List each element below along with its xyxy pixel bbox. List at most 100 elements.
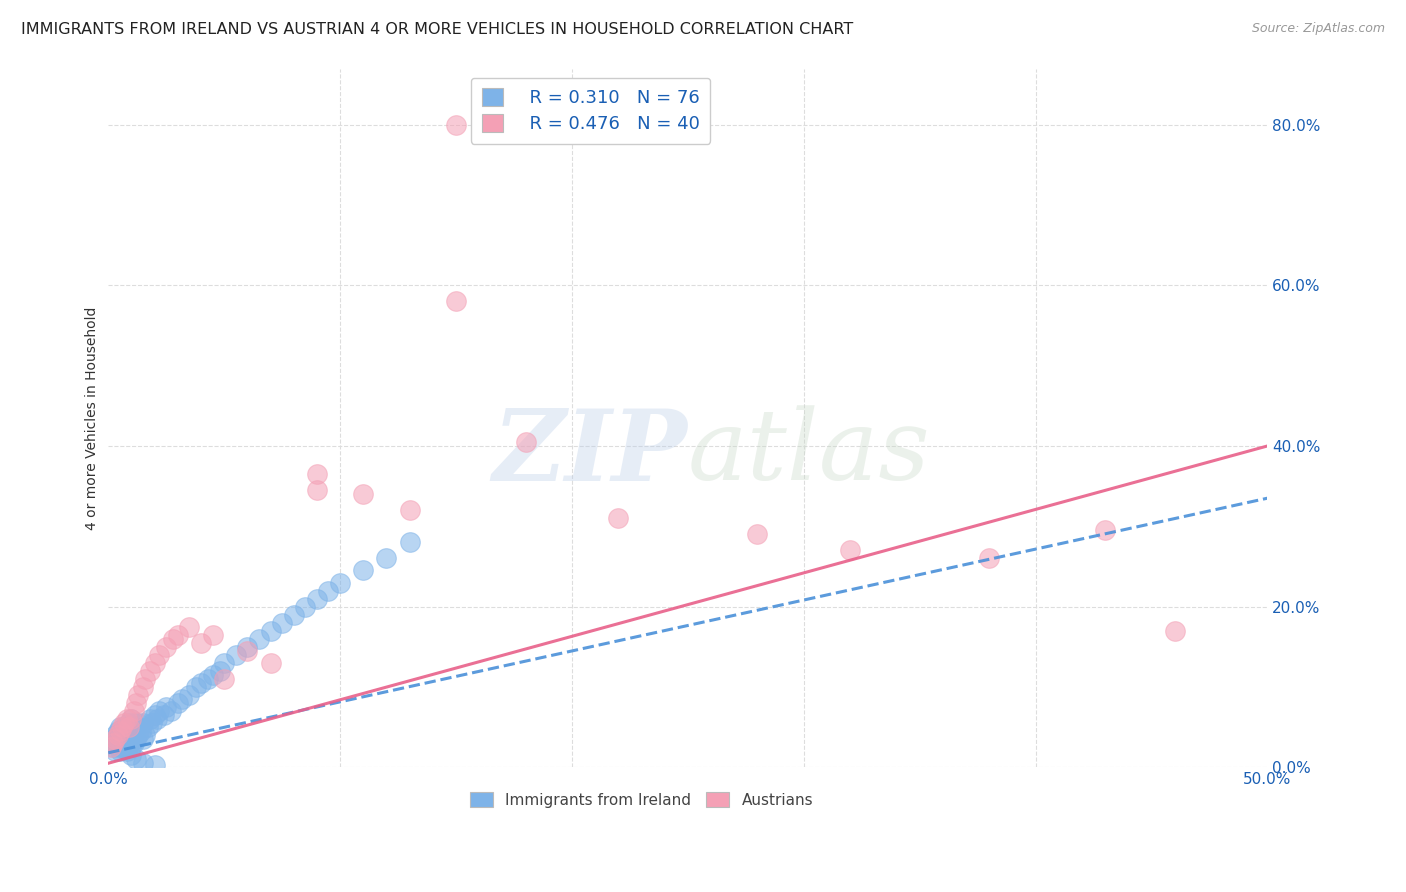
Point	[108, 720, 131, 734]
Point	[162, 632, 184, 646]
Point	[114, 728, 136, 742]
Point	[186, 680, 208, 694]
Point	[120, 748, 142, 763]
Point	[118, 736, 141, 750]
Point	[166, 628, 188, 642]
Point	[100, 740, 122, 755]
Point	[197, 672, 219, 686]
Point	[125, 696, 148, 710]
Point	[111, 720, 134, 734]
Point	[122, 716, 145, 731]
Point	[115, 740, 138, 755]
Point	[115, 712, 138, 726]
Point	[1163, 624, 1185, 638]
Text: atlas: atlas	[688, 405, 931, 500]
Point	[122, 728, 145, 742]
Point	[108, 728, 131, 742]
Point	[108, 736, 131, 750]
Point	[132, 680, 155, 694]
Point	[236, 644, 259, 658]
Text: Source: ZipAtlas.com: Source: ZipAtlas.com	[1251, 22, 1385, 36]
Point	[143, 708, 166, 723]
Point	[104, 736, 127, 750]
Text: IMMIGRANTS FROM IRELAND VS AUSTRIAN 4 OR MORE VEHICLES IN HOUSEHOLD CORRELATION : IMMIGRANTS FROM IRELAND VS AUSTRIAN 4 OR…	[21, 22, 853, 37]
Point	[398, 503, 420, 517]
Point	[160, 704, 183, 718]
Point	[114, 736, 136, 750]
Point	[236, 640, 259, 654]
Point	[104, 744, 127, 758]
Point	[179, 688, 201, 702]
Point	[108, 724, 131, 739]
Point	[104, 732, 127, 747]
Point	[127, 716, 149, 731]
Point	[118, 728, 141, 742]
Point	[104, 728, 127, 742]
Point	[107, 728, 129, 742]
Point	[444, 118, 467, 132]
Point	[155, 700, 177, 714]
Point	[139, 712, 162, 726]
Point	[225, 648, 247, 662]
Point	[125, 752, 148, 766]
Point	[259, 624, 281, 638]
Point	[107, 732, 129, 747]
Point	[212, 672, 235, 686]
Point	[132, 716, 155, 731]
Point	[294, 599, 316, 614]
Point	[120, 712, 142, 726]
Point	[375, 551, 398, 566]
Point	[101, 736, 124, 750]
Point	[172, 692, 194, 706]
Point	[125, 732, 148, 747]
Point	[979, 551, 1001, 566]
Point	[107, 724, 129, 739]
Point	[305, 591, 328, 606]
Point	[839, 543, 862, 558]
Point	[190, 636, 212, 650]
Point	[201, 628, 224, 642]
Point	[101, 732, 124, 747]
Point	[212, 656, 235, 670]
Point	[115, 732, 138, 747]
Point	[115, 724, 138, 739]
Point	[129, 724, 152, 739]
Point	[120, 712, 142, 726]
Point	[120, 732, 142, 747]
Point	[111, 740, 134, 755]
Point	[132, 756, 155, 771]
Point	[122, 704, 145, 718]
Point	[132, 732, 155, 747]
Text: ZIP: ZIP	[494, 405, 688, 501]
Point	[122, 736, 145, 750]
Point	[114, 716, 136, 731]
Point	[329, 575, 352, 590]
Point	[352, 487, 374, 501]
Point	[607, 511, 630, 525]
Point	[100, 736, 122, 750]
Point	[208, 664, 231, 678]
Point	[166, 696, 188, 710]
Point	[283, 607, 305, 622]
Point	[747, 527, 769, 541]
Point	[136, 720, 159, 734]
Point	[155, 640, 177, 654]
Point	[127, 688, 149, 702]
Point	[179, 620, 201, 634]
Point	[114, 720, 136, 734]
Point	[101, 740, 124, 755]
Point	[153, 708, 176, 723]
Legend: Immigrants from Ireland, Austrians: Immigrants from Ireland, Austrians	[463, 785, 821, 815]
Point	[247, 632, 270, 646]
Point	[201, 668, 224, 682]
Point	[271, 615, 294, 630]
Point	[120, 724, 142, 739]
Point	[134, 728, 156, 742]
Point	[107, 740, 129, 755]
Point	[318, 583, 340, 598]
Point	[190, 676, 212, 690]
Point	[139, 664, 162, 678]
Point	[134, 672, 156, 686]
Point	[305, 483, 328, 498]
Point	[352, 564, 374, 578]
